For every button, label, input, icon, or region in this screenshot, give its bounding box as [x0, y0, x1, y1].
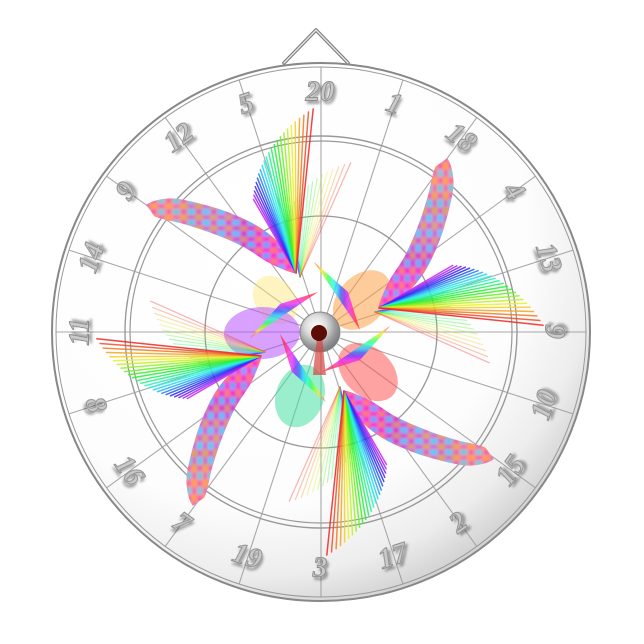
- svg-text:11: 11: [64, 318, 96, 345]
- svg-text:3: 3: [312, 552, 328, 584]
- svg-text:20: 20: [305, 76, 335, 108]
- svg-text:6: 6: [540, 324, 572, 339]
